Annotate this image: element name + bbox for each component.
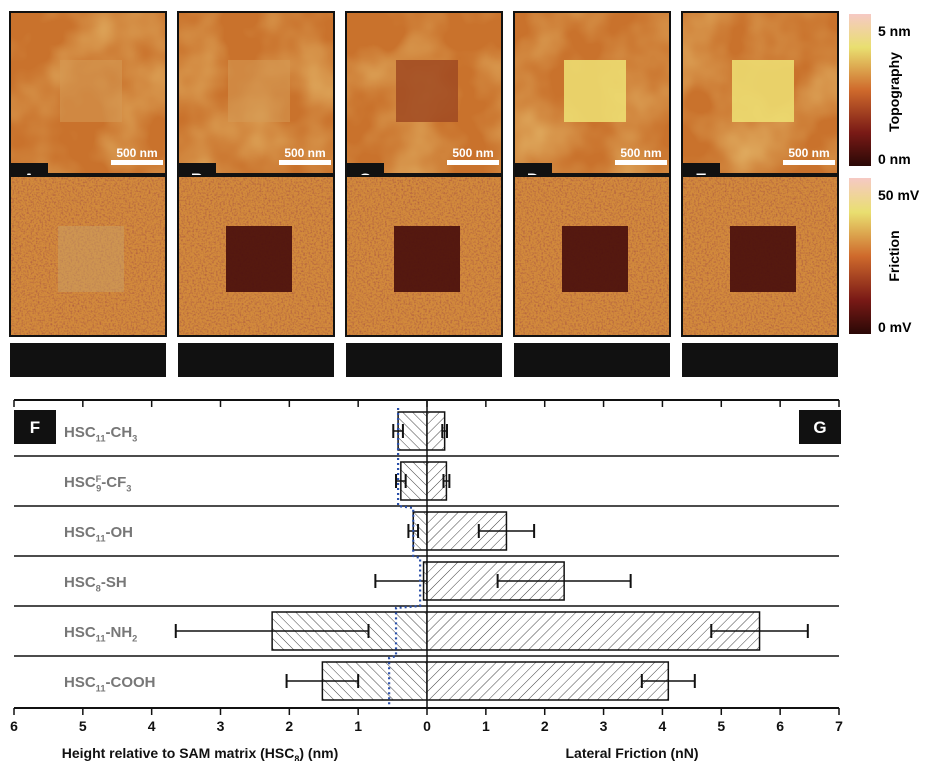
panel-b: 500 nmB bbox=[177, 11, 335, 377]
chart-row: HSC11-OH bbox=[64, 511, 536, 551]
topography-colorbar bbox=[849, 14, 871, 166]
height-tick-label: 0 bbox=[423, 718, 431, 734]
topography-min: 0 nm bbox=[878, 151, 911, 167]
category-label: HSC11-NH2 bbox=[64, 624, 137, 644]
friction-tick-label: 6 bbox=[776, 718, 784, 734]
height-tick-label: 5 bbox=[79, 718, 87, 734]
friction-square bbox=[58, 226, 124, 292]
height-tick-label: 4 bbox=[148, 718, 156, 734]
friction-min: 0 mV bbox=[878, 319, 912, 335]
category-label: HSC8-SH bbox=[64, 574, 127, 594]
panel-f-badge bbox=[14, 410, 56, 444]
height-tick-label: 6 bbox=[10, 718, 18, 734]
friction-tick-label: 5 bbox=[717, 718, 725, 734]
friction-colorbar bbox=[849, 178, 871, 334]
scale-bar bbox=[111, 160, 163, 165]
scale-bar-label: 500 nm bbox=[116, 146, 157, 160]
chart-row: HSC11-CH3 bbox=[64, 411, 449, 451]
scale-bar-label: 500 nm bbox=[620, 146, 661, 160]
category-label: HSC11-OH bbox=[64, 524, 133, 544]
topography-frame bbox=[9, 11, 167, 175]
category-label: HSC11-COOH bbox=[64, 674, 156, 694]
scale-bar-label: 500 nm bbox=[452, 146, 493, 160]
category-label: HSC11-CH3 bbox=[64, 424, 137, 444]
sam-label-bar bbox=[682, 343, 838, 377]
friction-frame bbox=[345, 175, 503, 337]
scale-bar bbox=[447, 160, 499, 165]
topography-square bbox=[564, 60, 626, 122]
panel-f-letter: F bbox=[30, 418, 40, 437]
panel-c: 500 nmC bbox=[345, 11, 503, 377]
colorbars: 5 nm 0 nm Topography 50 mV 0 mV Friction bbox=[849, 14, 920, 335]
friction-bar bbox=[426, 611, 761, 651]
friction-tick-label: 3 bbox=[600, 718, 608, 734]
friction-square bbox=[226, 226, 292, 292]
friction-frame bbox=[513, 175, 671, 337]
friction-axis-title: Lateral Friction (nN) bbox=[565, 745, 698, 761]
friction-title: Friction bbox=[886, 230, 902, 281]
scale-bar-label: 500 nm bbox=[284, 146, 325, 160]
friction-tick-label: 2 bbox=[541, 718, 549, 734]
friction-square bbox=[394, 226, 460, 292]
topography-square bbox=[396, 60, 458, 122]
friction-tick-label: 1 bbox=[482, 718, 490, 734]
topography-title: Topography bbox=[886, 52, 902, 132]
friction-frame bbox=[177, 175, 335, 337]
scale-bar bbox=[279, 160, 331, 165]
panel-a: 500 nmA bbox=[9, 11, 167, 377]
friction-frame bbox=[9, 175, 167, 337]
category-label: HSCF 9-CF3 bbox=[64, 474, 131, 494]
topography-max: 5 nm bbox=[878, 23, 911, 39]
friction-max: 50 mV bbox=[878, 187, 920, 203]
friction-square bbox=[562, 226, 628, 292]
chart-row: HSC8-SH bbox=[64, 561, 632, 601]
panel-e: 500 nmE bbox=[681, 11, 839, 377]
sam-label-bar bbox=[514, 343, 670, 377]
topography-frame bbox=[513, 11, 671, 175]
height-tick-label: 3 bbox=[217, 718, 225, 734]
panel-g-letter: G bbox=[813, 418, 826, 437]
scale-bar bbox=[615, 160, 667, 165]
scale-bar bbox=[783, 160, 835, 165]
chart-row: HSCF 9-CF3 bbox=[64, 461, 451, 501]
topography-frame bbox=[345, 11, 503, 175]
sam-label-bar bbox=[346, 343, 502, 377]
friction-square bbox=[730, 226, 796, 292]
topography-square bbox=[732, 60, 794, 122]
panel-g-badge bbox=[799, 410, 841, 444]
topography-square bbox=[60, 60, 122, 122]
chart-row: HSC11-COOH bbox=[64, 661, 696, 701]
topography-frame bbox=[681, 11, 839, 175]
friction-tick-label: 7 bbox=[835, 718, 843, 734]
chart-row: HSC11-NH2 bbox=[64, 611, 809, 651]
sam-label-bar bbox=[10, 343, 166, 377]
friction-bar bbox=[426, 661, 670, 701]
height-axis-title: Height relative to SAM matrix (HSC8) (nm… bbox=[62, 745, 339, 761]
height-tick-label: 2 bbox=[285, 718, 293, 734]
panel-d: 500 nmD bbox=[513, 11, 671, 377]
scale-bar-label: 500 nm bbox=[788, 146, 829, 160]
afm-image-panels: 500 nmA500 nmB500 nmC500 nmD500 nmE bbox=[9, 11, 839, 377]
friction-tick-label: 4 bbox=[659, 718, 667, 734]
friction-frame bbox=[681, 175, 839, 337]
bar-chart: 6 5 4 3 2 1 0 1 2 3 4 5 6 7 F G HSC11-CH3 HSCF 9-CF3 HSC11-… bbox=[10, 399, 843, 761]
sam-label-bar bbox=[178, 343, 334, 377]
height-tick-label: 1 bbox=[354, 718, 362, 734]
topography-frame bbox=[177, 11, 335, 175]
topography-square bbox=[228, 60, 290, 122]
